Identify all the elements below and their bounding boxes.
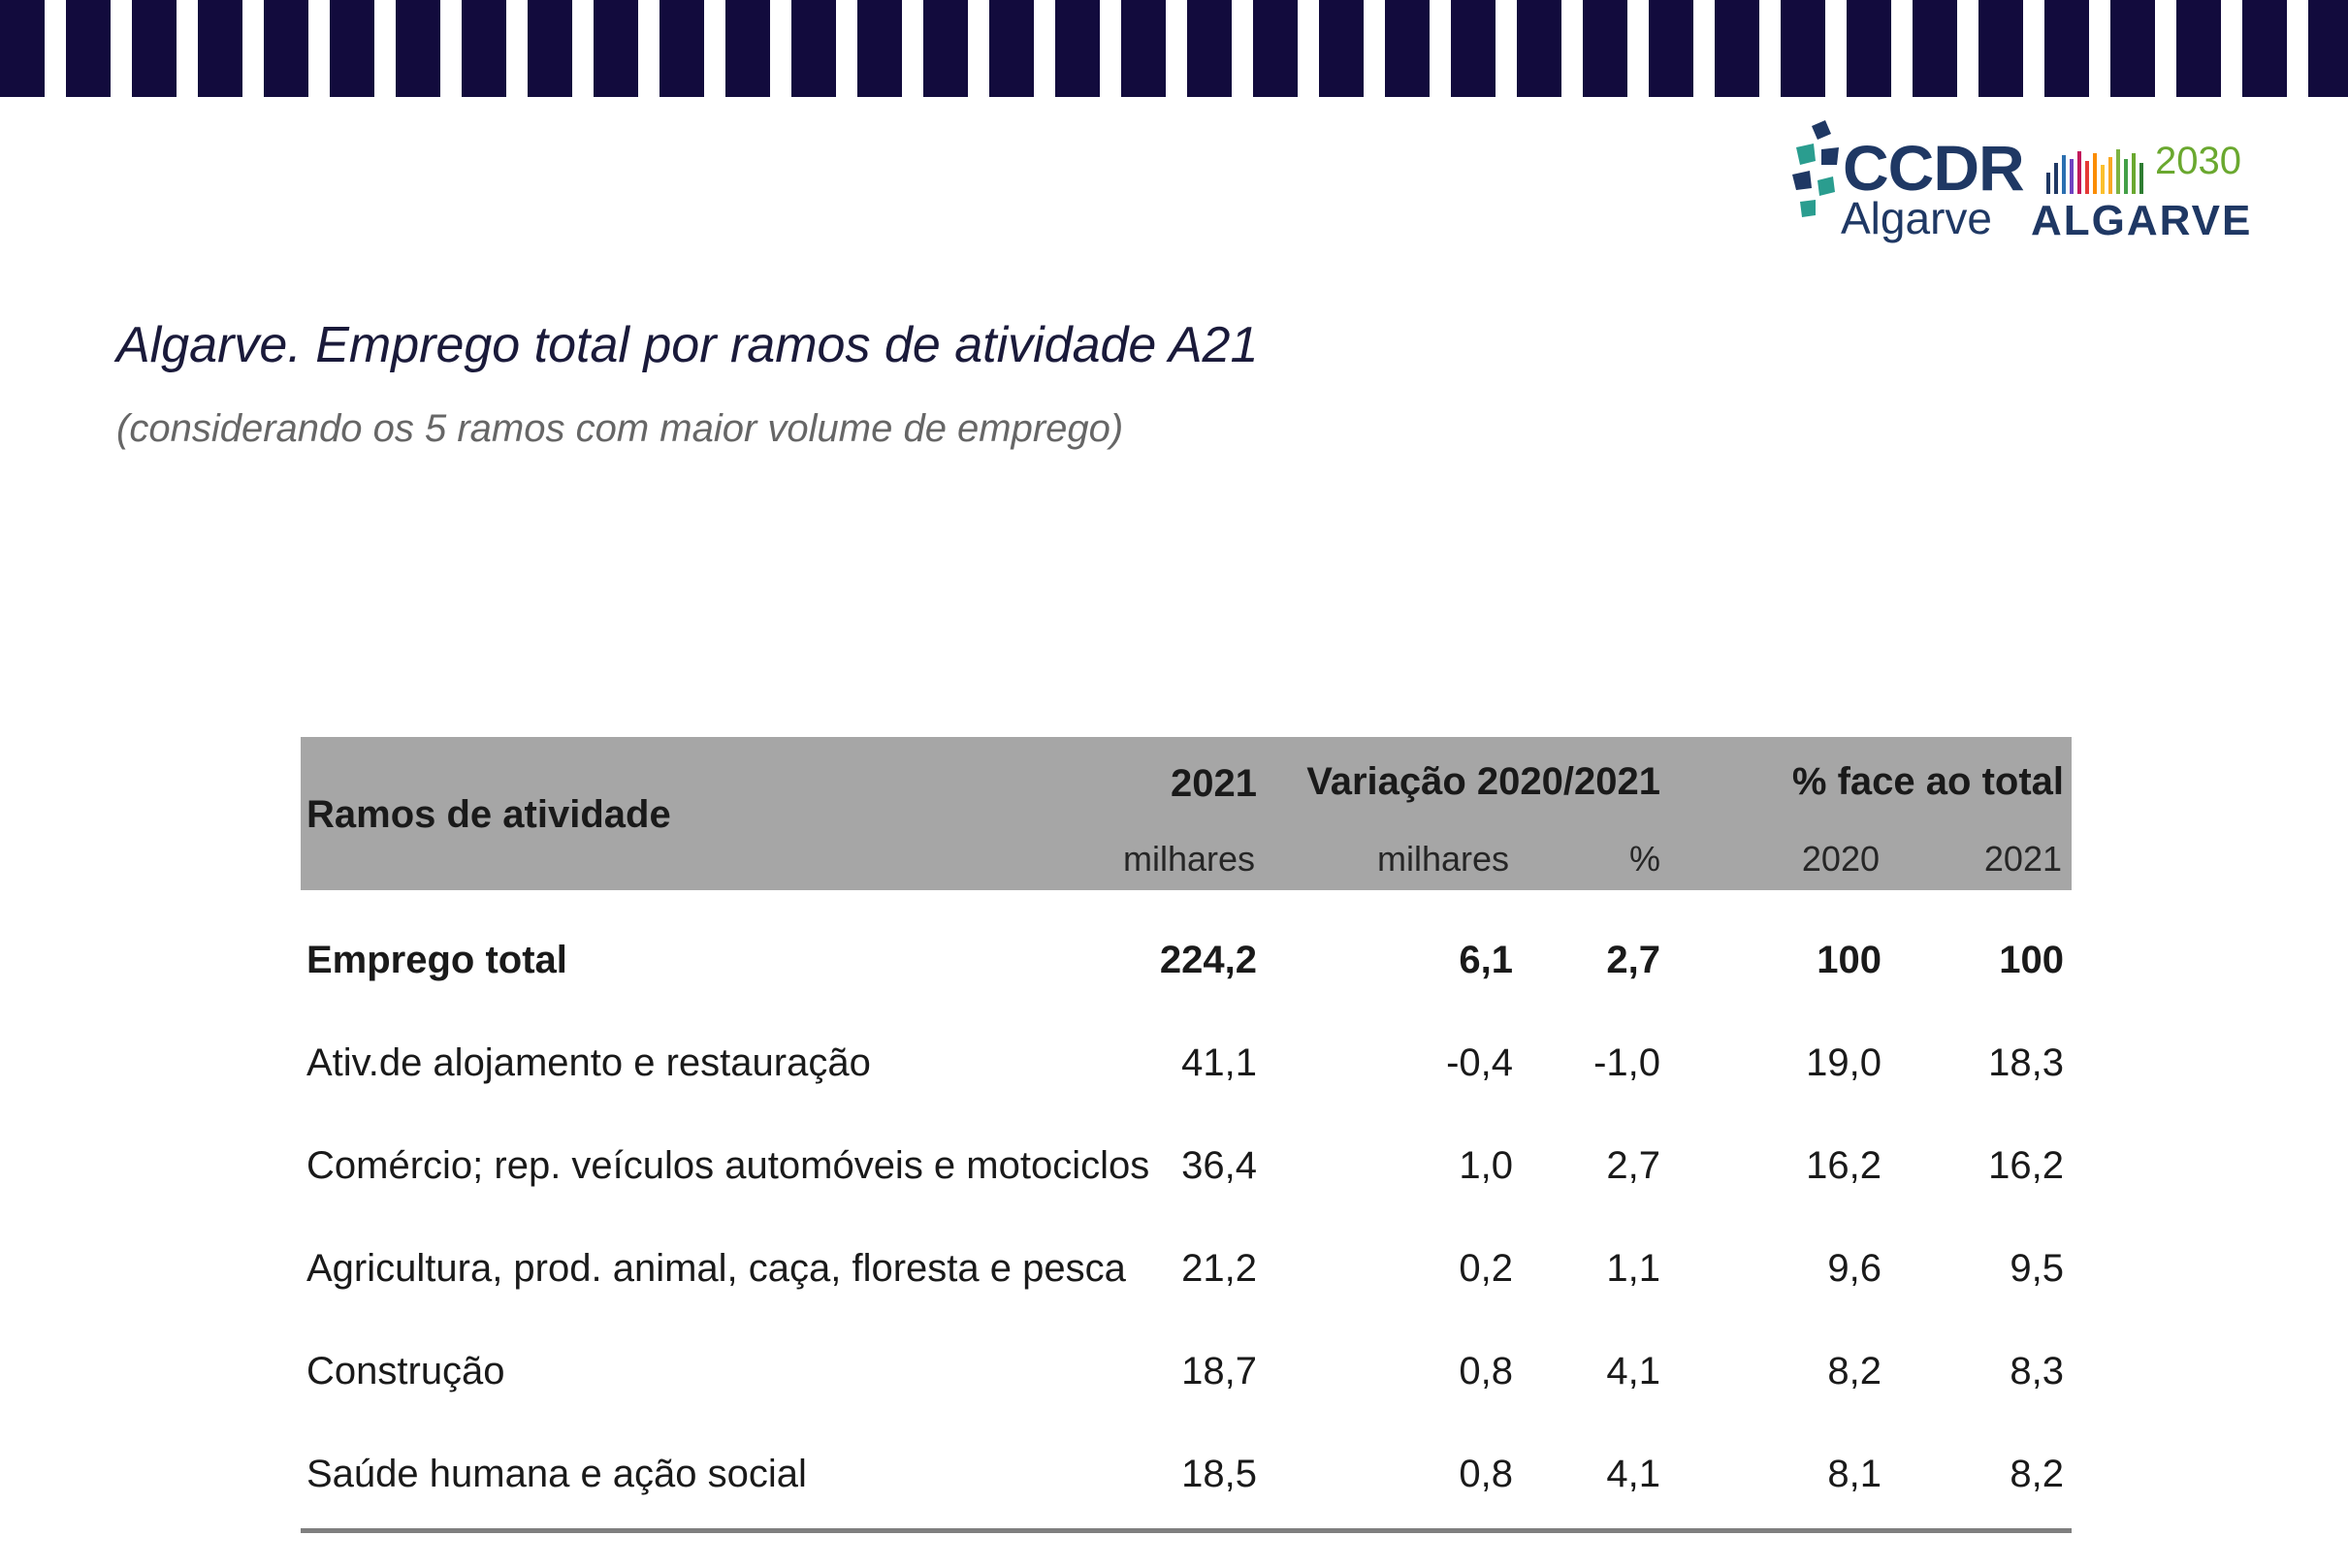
row-2021-value: 18,7 <box>1181 1350 1257 1392</box>
row-pct-2020: 16,2 <box>1806 1144 1882 1187</box>
top-stripe-band <box>0 0 2348 97</box>
row-var-milhares: 0,8 <box>1459 1350 1513 1392</box>
header-2021: 2021 <box>1171 762 1257 805</box>
row-activity-label: Ativ.de alojamento e restauração <box>306 1041 871 1084</box>
row-pct-2020: 8,2 <box>1827 1350 1882 1392</box>
row-2021-value: 18,5 <box>1181 1453 1257 1495</box>
ccdr-logo-subtext: Algarve <box>1841 193 1992 243</box>
page-title: Algarve. Emprego total por ramos de ativ… <box>116 317 1259 373</box>
subheader-2020: 2020 <box>1801 839 1880 879</box>
page-subtitle: (considerando os 5 ramos com maior volum… <box>116 407 1124 450</box>
row-activity-label: Construção <box>306 1350 505 1392</box>
row-var-pct: -1,0 <box>1593 1041 1660 1084</box>
ccdr-algarve-logo: CCDR Algarve <box>1792 120 2025 252</box>
subheader-2021-milhares: milhares <box>1122 839 1255 879</box>
subheader-var-pct: % <box>1628 839 1660 879</box>
table-row: Saúde humana e ação social 18,5 0,8 4,1 8,1 8… <box>301 1422 2072 1524</box>
row-activity-label: Comércio; rep. veículos automóveis e mot… <box>306 1144 1150 1187</box>
row-2021-value: 36,4 <box>1181 1144 1257 1187</box>
row-pct-2021: 16,2 <box>1988 1144 2064 1187</box>
table-body: Emprego total 224,2 6,1 2,7 100 100 Ativ.de al… <box>301 908 2072 1524</box>
algarve-2030-bars-icon <box>2046 149 2143 194</box>
row-var-milhares: 1,0 <box>1459 1144 1513 1187</box>
header-activity: Ramos de atividade <box>306 793 671 836</box>
row-var-pct: 4,1 <box>1606 1350 1660 1392</box>
row-pct-2021: 100 <box>1999 939 2064 981</box>
row-var-pct: 2,7 <box>1606 1144 1660 1187</box>
header-variacao: Variação 2020/2021 <box>1306 760 1660 803</box>
row-activity-label: Emprego total <box>306 939 567 981</box>
table-bottom-rule <box>301 1528 2072 1533</box>
subheader-2021b: 2021 <box>1983 839 2062 879</box>
table-header: Ramos de atividade 2021 Variação 2020/20… <box>301 737 2072 890</box>
row-var-milhares: -0,4 <box>1446 1041 1513 1084</box>
row-pct-2020: 9,6 <box>1827 1247 1882 1290</box>
row-pct-2020: 100 <box>1817 939 1882 981</box>
row-var-milhares: 0,8 <box>1459 1453 1513 1495</box>
row-pct-2020: 19,0 <box>1806 1041 1882 1084</box>
row-2021-value: 224,2 <box>1159 939 1257 981</box>
ccdr-logo-text: CCDR <box>1843 132 2025 204</box>
algarve-2030-logo: 2030 ALGARVE <box>2027 136 2250 250</box>
row-activity-label: Saúde humana e ação social <box>306 1453 807 1495</box>
table-row: Construção 18,7 0,8 4,1 8,2 8,3 <box>301 1319 2072 1422</box>
row-pct-2021: 8,2 <box>2010 1453 2064 1495</box>
row-pct-2021: 8,3 <box>2010 1350 2064 1392</box>
row-var-pct: 2,7 <box>1606 939 1660 981</box>
row-pct-2021: 9,5 <box>2010 1247 2064 1290</box>
ccdr-logo-mark-icon <box>1792 120 1839 217</box>
row-pct-2020: 8,1 <box>1827 1453 1882 1495</box>
algarve-2030-year: 2030 <box>2155 140 2241 182</box>
table-row: Agricultura, prod. animal, caça, florest… <box>301 1216 2072 1319</box>
row-2021-value: 41,1 <box>1181 1041 1257 1084</box>
row-activity-label: Agricultura, prod. animal, caça, florest… <box>306 1247 1126 1290</box>
row-var-milhares: 6,1 <box>1459 939 1513 981</box>
algarve-2030-region: ALGARVE <box>2031 197 2253 244</box>
row-var-milhares: 0,2 <box>1459 1247 1513 1290</box>
row-var-pct: 4,1 <box>1606 1453 1660 1495</box>
row-2021-value: 21,2 <box>1181 1247 1257 1290</box>
row-pct-2021: 18,3 <box>1988 1041 2064 1084</box>
header-pct-total: % face ao total <box>1791 760 2064 803</box>
table-row-total: Emprego total 224,2 6,1 2,7 100 100 <box>301 908 2072 1010</box>
table-row: Ativ.de alojamento e restauração 41,1 -0,4… <box>301 1010 2072 1113</box>
table-row: Comércio; rep. veículos automóveis e mot… <box>301 1113 2072 1216</box>
row-var-pct: 1,1 <box>1606 1247 1660 1290</box>
subheader-var-milhares: milhares <box>1376 839 1509 879</box>
employment-table: Ramos de atividade 2021 Variação 2020/20… <box>301 737 2072 1533</box>
